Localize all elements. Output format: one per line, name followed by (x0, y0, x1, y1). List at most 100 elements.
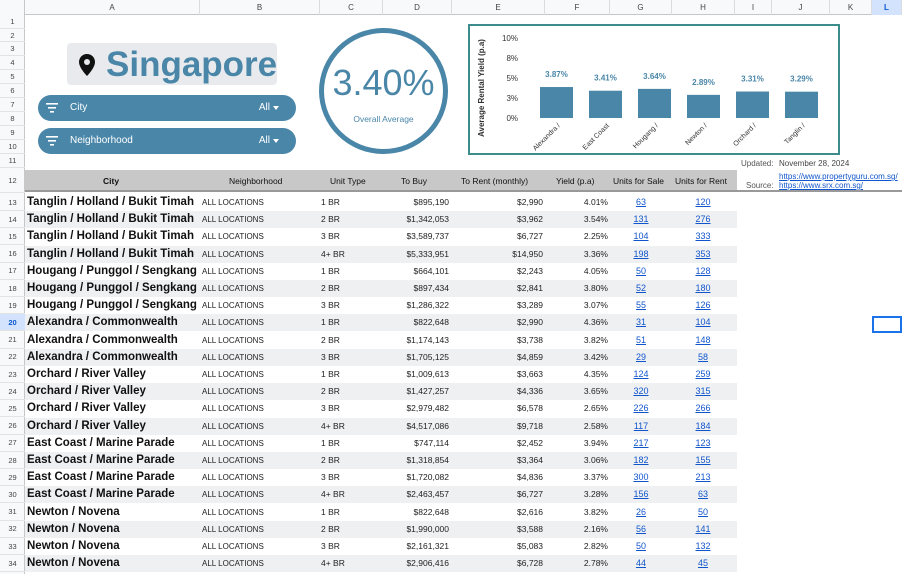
units-for-sale-link[interactable]: 124 (633, 369, 649, 379)
row-header-28[interactable]: 28 (0, 452, 25, 469)
row-header-34[interactable]: 34 (0, 555, 25, 573)
cell-neighborhood: ALL LOCATIONS (202, 524, 264, 534)
units-for-sale-link[interactable]: 182 (633, 455, 649, 465)
units-for-rent-link[interactable]: 180 (695, 283, 711, 293)
row-header-18[interactable]: 18 (0, 280, 25, 297)
units-for-sale-link[interactable]: 63 (635, 197, 646, 207)
row-header-22[interactable]: 22 (0, 349, 25, 366)
units-for-sale-link[interactable]: 320 (633, 386, 649, 397)
row-header-31[interactable]: 31 (0, 504, 25, 521)
row-header-8[interactable]: 8 (0, 112, 25, 126)
units-for-sale-link[interactable]: 156 (633, 489, 649, 500)
column-header-e[interactable]: E (452, 0, 545, 15)
units-for-sale-link[interactable]: 26 (635, 506, 646, 517)
units-for-sale-link[interactable]: 104 (633, 231, 649, 242)
row-header-13[interactable]: 13 (0, 194, 25, 211)
units-for-sale-link[interactable]: 117 (633, 420, 649, 431)
units-for-rent-link[interactable]: 148 (695, 334, 711, 345)
units-for-sale-link[interactable]: 29 (635, 351, 646, 362)
row-header-23[interactable]: 23 (0, 366, 25, 383)
units-for-rent-link[interactable]: 141 (695, 523, 711, 534)
units-for-sale-link[interactable]: 198 (633, 248, 649, 259)
units-for-rent-link[interactable]: 50 (697, 506, 708, 517)
units-for-rent-link[interactable]: 120 (695, 197, 711, 207)
units-for-sale-link[interactable]: 51 (635, 334, 646, 345)
units-for-rent-link[interactable]: 126 (695, 300, 711, 311)
column-header-l[interactable]: L (872, 0, 902, 15)
units-for-rent-link[interactable]: 266 (695, 403, 711, 414)
units-for-sale-link[interactable]: 52 (635, 283, 646, 293)
row-header-24[interactable]: 24 (0, 383, 25, 401)
chart-bar (785, 91, 818, 118)
units-for-sale-link[interactable]: 56 (635, 523, 646, 534)
row-header-4[interactable]: 4 (0, 56, 25, 70)
units-for-sale-link[interactable]: 300 (633, 472, 649, 483)
units-for-rent-link[interactable]: 45 (697, 558, 708, 569)
row-header-30[interactable]: 30 (0, 486, 25, 504)
column-header-j[interactable]: J (772, 0, 830, 15)
row-header-16[interactable]: 16 (0, 246, 25, 263)
source-link-propertyguru[interactable]: https://www.propertyguru.com.sg/ (779, 172, 898, 181)
units-for-rent-link[interactable]: 276 (695, 214, 711, 225)
selected-cell[interactable] (872, 316, 902, 333)
units-for-rent-link[interactable]: 58 (697, 351, 708, 362)
neighborhood-filter-dropdown[interactable]: Neighborhood All (38, 128, 296, 154)
units-for-rent-link[interactable]: 213 (695, 472, 711, 483)
row-header-29[interactable]: 29 (0, 469, 25, 487)
row-header-26[interactable]: 26 (0, 418, 25, 435)
row-header-7[interactable]: 7 (0, 98, 25, 112)
units-for-sale-link[interactable]: 31 (635, 317, 646, 328)
units-for-sale-link[interactable]: 226 (633, 403, 649, 414)
units-for-rent-link[interactable]: 184 (695, 420, 711, 431)
column-header-c[interactable]: C (320, 0, 383, 15)
units-for-sale-link[interactable]: 44 (635, 558, 646, 569)
row-header-6[interactable]: 6 (0, 84, 25, 98)
row-header-12[interactable]: 12 (0, 168, 25, 193)
select-all-corner[interactable] (0, 0, 25, 15)
row-header-17[interactable]: 17 (0, 263, 25, 280)
units-for-rent-link[interactable]: 315 (695, 386, 711, 397)
cell-to-buy: $1,427,257 (406, 386, 449, 397)
row-header-25[interactable]: 25 (0, 400, 25, 418)
city-filter-dropdown[interactable]: City All (38, 95, 296, 121)
units-for-rent-link[interactable]: 132 (695, 541, 711, 551)
column-header-k[interactable]: K (830, 0, 872, 15)
units-for-sale-link[interactable]: 217 (633, 437, 649, 448)
rental-yield-chart[interactable]: Average Rental Yield (p.a) 0% 3% 5% 8% 10% 3.8… (468, 24, 840, 155)
units-for-sale-link[interactable]: 50 (635, 541, 646, 551)
units-for-rent-link[interactable]: 128 (695, 265, 711, 276)
units-for-rent-link[interactable]: 63 (697, 489, 708, 500)
row-header-10[interactable]: 10 (0, 140, 25, 154)
column-header-a[interactable]: A (25, 0, 200, 15)
row-header-11[interactable]: 11 (0, 154, 25, 168)
row-header-2[interactable]: 2 (0, 29, 25, 42)
units-for-rent-link[interactable]: 259 (695, 369, 711, 379)
row-header-9[interactable]: 9 (0, 126, 25, 140)
column-header-b[interactable]: B (200, 0, 320, 15)
units-for-sale-link[interactable]: 131 (633, 214, 649, 225)
units-for-rent-link[interactable]: 353 (695, 248, 711, 259)
row-header-15[interactable]: 15 (0, 228, 25, 246)
row-header-19[interactable]: 19 (0, 297, 25, 315)
row-header-1[interactable]: 1 (0, 15, 25, 29)
row-header-27[interactable]: 27 (0, 435, 25, 452)
column-header-d[interactable]: D (383, 0, 452, 15)
column-header-f[interactable]: F (545, 0, 610, 15)
row-header-21[interactable]: 21 (0, 332, 25, 349)
column-header-i[interactable]: I (735, 0, 772, 15)
units-for-sale-link[interactable]: 50 (635, 265, 646, 276)
row-header-20[interactable]: 20 (0, 314, 25, 332)
row-header-33[interactable]: 33 (0, 538, 25, 555)
source-link-srx[interactable]: https://www.srx.com.sg/ (779, 181, 864, 190)
units-for-rent-link[interactable]: 333 (695, 231, 711, 242)
column-header-g[interactable]: G (610, 0, 672, 15)
row-header-32[interactable]: 32 (0, 521, 25, 538)
units-for-rent-link[interactable]: 123 (695, 437, 711, 448)
units-for-rent-link[interactable]: 155 (695, 455, 711, 465)
row-header-5[interactable]: 5 (0, 70, 25, 84)
units-for-rent-link[interactable]: 104 (695, 317, 711, 328)
row-header-3[interactable]: 3 (0, 42, 25, 56)
column-header-h[interactable]: H (672, 0, 735, 15)
row-header-14[interactable]: 14 (0, 211, 25, 229)
units-for-sale-link[interactable]: 55 (635, 300, 646, 311)
